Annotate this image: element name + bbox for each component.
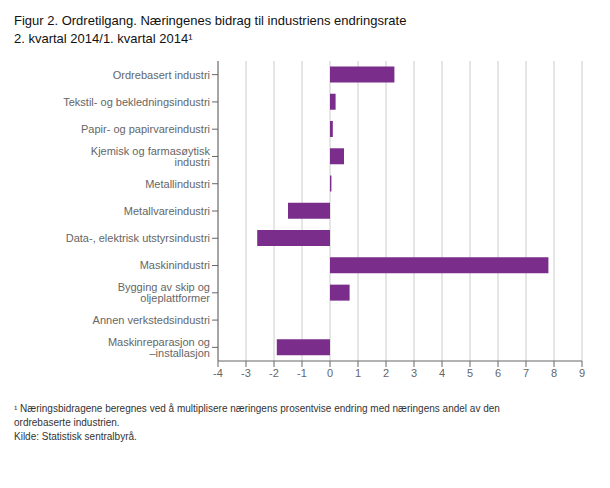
svg-text:Metallvareindustri: Metallvareindustri bbox=[124, 205, 210, 217]
svg-text:Metallindustri: Metallindustri bbox=[145, 178, 210, 190]
svg-text:3: 3 bbox=[411, 367, 417, 379]
svg-text:Maskinindustri: Maskinindustri bbox=[140, 259, 210, 271]
svg-text:4: 4 bbox=[439, 367, 445, 379]
svg-text:Ordrebasert industri: Ordrebasert industri bbox=[113, 69, 210, 81]
svg-text:Tekstil- og bekledningsindustr: Tekstil- og bekledningsindustri bbox=[63, 96, 210, 108]
svg-text:Data-, elektrisk utstyrsindust: Data-, elektrisk utstyrsindustri bbox=[66, 232, 210, 244]
svg-text:Bygging av skip ogoljeplattfor: Bygging av skip ogoljeplattformer bbox=[118, 281, 211, 304]
svg-text:9: 9 bbox=[579, 367, 585, 379]
svg-text:Annen verkstedsindustri: Annen verkstedsindustri bbox=[93, 314, 210, 326]
svg-text:Papir- og papirvareindustri: Papir- og papirvareindustri bbox=[81, 123, 210, 135]
svg-text:8: 8 bbox=[551, 367, 557, 379]
svg-text:2: 2 bbox=[383, 367, 389, 379]
svg-text:-1: -1 bbox=[297, 367, 307, 379]
html-text:Kilde: Statistisk sentralbyrå.: Kilde: Statistisk sentralbyrå. bbox=[14, 431, 137, 442]
svg-text:-2: -2 bbox=[269, 367, 279, 379]
svg-text:-3: -3 bbox=[241, 367, 251, 379]
svg-text:1: 1 bbox=[355, 367, 361, 379]
html-text:ordrebaserte industrien.: ordrebaserte industrien. bbox=[14, 417, 120, 428]
html-text:¹ Næringsbidragene beregnes ve: ¹ Næringsbidragene beregnes ved å multip… bbox=[14, 403, 500, 414]
svg-text:6: 6 bbox=[495, 367, 501, 379]
svg-text:Kjemisk og farmasøytiskindustr: Kjemisk og farmasøytiskindustri bbox=[91, 145, 211, 168]
svg-text:0: 0 bbox=[327, 367, 333, 379]
html-text:2. kvartal 2014/1. kvartal 201: 2. kvartal 2014/1. kvartal 2014¹ bbox=[14, 31, 193, 46]
html-text:Figur 2. Ordretilgang. Næringe: Figur 2. Ordretilgang. Næringenes bidrag… bbox=[14, 13, 407, 28]
svg-text:7: 7 bbox=[523, 367, 529, 379]
svg-text:Maskinreparasjon og–installasj: Maskinreparasjon og–installasjon bbox=[108, 336, 210, 359]
svg-text:5: 5 bbox=[467, 367, 473, 379]
svg-text:-4: -4 bbox=[213, 367, 223, 379]
